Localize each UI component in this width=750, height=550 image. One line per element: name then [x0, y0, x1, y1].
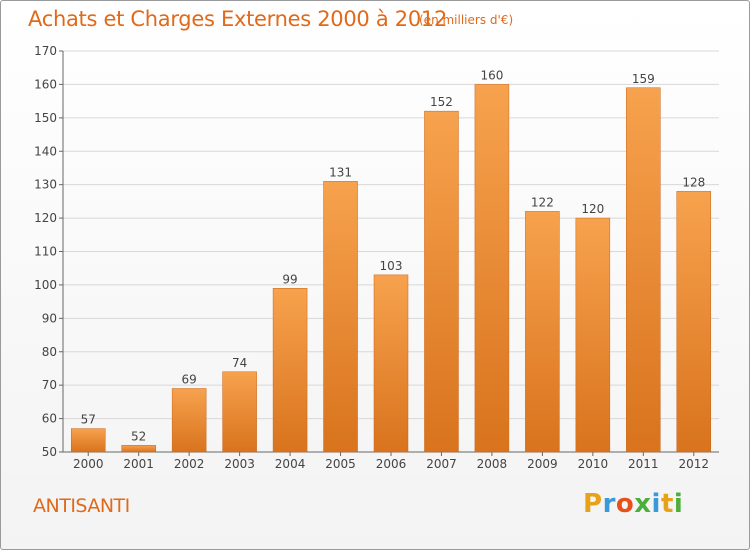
data-label-2002: 69: [182, 373, 197, 387]
y-tick-label: 110: [34, 245, 57, 259]
x-tick-label-2008: 2008: [477, 457, 508, 471]
data-label-2004: 99: [282, 272, 297, 286]
data-label-2005: 131: [329, 165, 352, 179]
y-tick-label: 120: [34, 211, 57, 225]
y-tick-label: 80: [42, 345, 57, 359]
data-label-2006: 103: [380, 259, 403, 273]
chart-subtitle: (en milliers d'€): [419, 13, 514, 27]
bar-2012: [676, 191, 712, 453]
y-tick-label: 90: [42, 311, 57, 325]
bar-2001: [121, 445, 156, 453]
x-tick-label-2007: 2007: [426, 457, 457, 471]
bar-2008: [474, 84, 510, 453]
data-label-2009: 122: [531, 195, 554, 209]
bar-2002: [171, 388, 207, 453]
x-tick-label-2006: 2006: [376, 457, 407, 471]
x-tick-label-2001: 2001: [123, 457, 154, 471]
x-tick-label-2002: 2002: [174, 457, 205, 471]
y-tick-label: 170: [34, 44, 57, 58]
bar-2007: [424, 110, 459, 453]
data-label-2011: 159: [632, 72, 655, 86]
y-tick-label: 50: [42, 445, 57, 459]
y-tick-label: 150: [34, 111, 57, 125]
brand-letter: o: [615, 489, 635, 519]
data-label-2010: 120: [581, 202, 604, 216]
brand-letter: P: [583, 489, 603, 519]
brand-letter: i: [651, 489, 661, 519]
bar-2009: [525, 211, 560, 453]
y-tick-label: 70: [42, 378, 57, 392]
brand-letter: x: [634, 489, 652, 519]
x-tick-label-2011: 2011: [628, 457, 659, 471]
y-tick-label: 60: [42, 412, 57, 426]
brand-letter: r: [602, 489, 616, 519]
bars: [70, 84, 712, 453]
x-tick-label-2004: 2004: [275, 457, 306, 471]
bar-2004: [272, 288, 308, 453]
data-label-2007: 152: [430, 95, 453, 109]
bar-2011: [626, 87, 661, 453]
brand-logo[interactable]: Proxiti: [583, 489, 683, 519]
x-tick-label-2009: 2009: [527, 457, 558, 471]
bar-2003: [222, 371, 257, 453]
brand-letter: t: [660, 489, 674, 519]
y-tick-label: 100: [34, 278, 57, 292]
chart-title: Achats et Charges Externes 2000 à 2012: [28, 7, 448, 31]
bar-2006: [373, 274, 409, 453]
brand-letter: i: [673, 489, 684, 519]
labels: 50 60 70 80 90 100 110 120 130 140 150 160 170 57 2000…: [34, 44, 709, 471]
bar-2000: [70, 428, 106, 453]
y-tick-label: 130: [34, 178, 57, 192]
x-tick-label-2012: 2012: [678, 457, 709, 471]
commune-name: ANTISANTI: [33, 495, 130, 517]
data-label-2001: 52: [131, 429, 146, 443]
data-label-2012: 128: [682, 175, 705, 189]
data-label-2000: 57: [81, 413, 96, 427]
data-label-2003: 74: [232, 356, 247, 370]
x-tick-label-2010: 2010: [578, 457, 609, 471]
bar-2010: [575, 217, 611, 453]
x-tick-label-2000: 2000: [73, 457, 104, 471]
y-tick-label: 160: [34, 77, 57, 91]
y-tick-label: 140: [34, 144, 57, 158]
x-tick-label-2003: 2003: [224, 457, 255, 471]
x-tick-label-2005: 2005: [325, 457, 356, 471]
bar-2005: [323, 181, 358, 453]
data-label-2008: 160: [480, 68, 503, 82]
